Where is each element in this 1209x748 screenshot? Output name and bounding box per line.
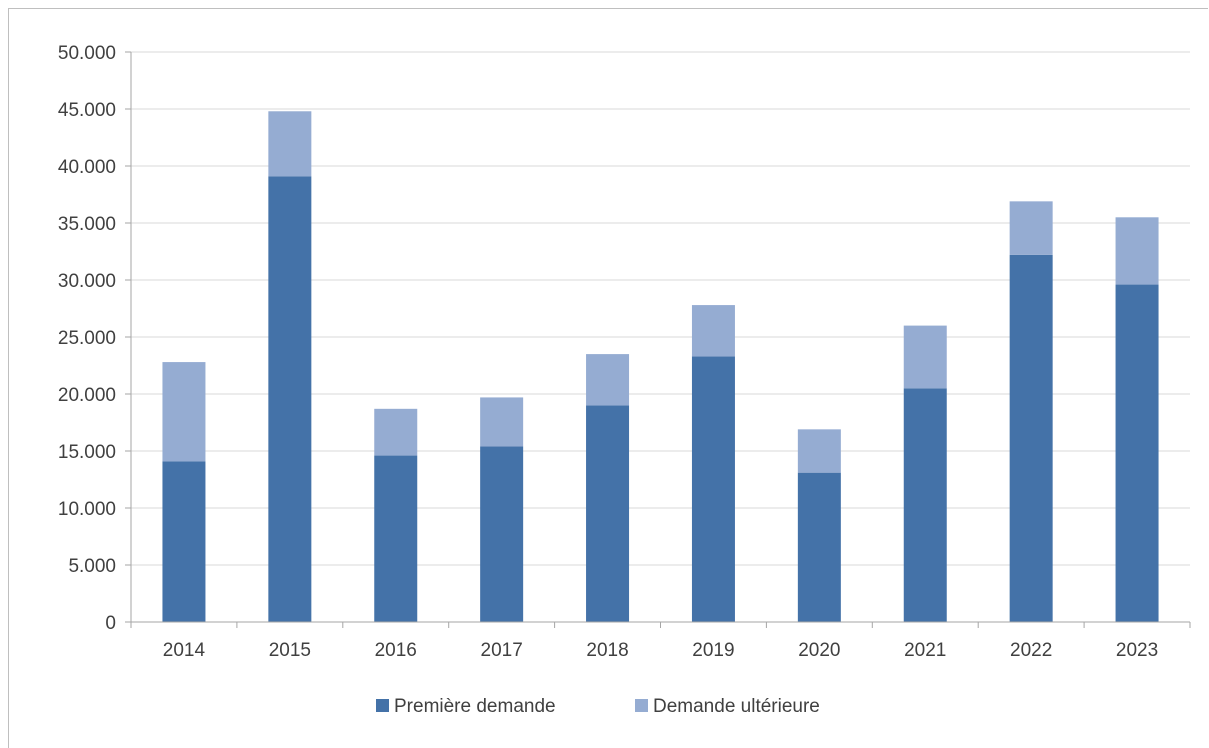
bar-demande-ulterieure-2015 [268,111,312,177]
bar-demande-ulterieure-2019 [691,305,735,357]
y-tick-label: 25.000 [58,328,116,349]
x-tick-label: 2014 [163,640,206,661]
legend-swatch-premiere-demande [376,699,389,712]
y-tick-label: 5.000 [68,556,116,577]
x-tick-label: 2015 [269,640,311,661]
bar-premiere-demande-2019 [691,356,735,622]
bar-premiere-demande-2021 [903,388,947,622]
bar-demande-ulterieure-2021 [903,325,947,389]
y-tick-label: 35.000 [58,214,116,235]
legend-label-demande-ulterieure: Demande ultérieure [653,696,820,717]
bar-demande-ulterieure-2017 [480,397,524,447]
x-tick-label: 2017 [481,640,523,661]
bar-demande-ulterieure-2023 [1115,217,1159,285]
bar-premiere-demande-2023 [1115,284,1159,622]
y-tick-label: 50.000 [58,43,116,64]
bar-demande-ulterieure-2022 [1009,201,1053,255]
y-tick-label: 0 [105,613,116,634]
bar-demande-ulterieure-2014 [162,362,206,462]
y-axis-ticks: 0 5.000 10.000 15.000 20.000 25.000 30.000 35.0… [58,43,131,634]
legend-swatch-demande-ulterieure [635,699,648,712]
x-axis-ticks: 2014 2015 2016 2017 2018 2019 2020 2021 2022 2023 [130,622,1191,661]
chart-frame [8,8,1208,748]
y-tick-label: 10.000 [58,499,116,520]
bar-premiere-demande-2017 [480,446,524,622]
x-tick-label: 2022 [1010,640,1052,661]
y-tick-label: 20.000 [58,385,116,406]
y-tick-label: 40.000 [58,157,116,178]
bar-premiere-demande-2022 [1009,254,1053,623]
bar-premiere-demande-2018 [586,405,630,622]
bar-premiere-demande-2014 [162,461,206,622]
bar-demande-ulterieure-2016 [374,408,418,456]
x-tick-label: 2021 [904,640,946,661]
bar-demande-ulterieure-2018 [586,354,630,406]
x-tick-label: 2020 [798,640,840,661]
legend-label-premiere-demande: Première demande [394,696,556,717]
x-tick-label: 2023 [1116,640,1158,661]
x-tick-label: 2019 [692,640,734,661]
x-tick-label: 2018 [586,640,628,661]
y-tick-label: 45.000 [58,100,116,121]
x-tick-label: 2016 [375,640,417,661]
bar-demande-ulterieure-2020 [797,429,841,473]
bar-premiere-demande-2015 [268,176,312,622]
y-tick-label: 30.000 [58,271,116,292]
legend: Première demande Demande ultérieure [376,696,820,717]
bar-premiere-demande-2016 [374,455,418,622]
y-tick-label: 15.000 [58,442,116,463]
bars [162,111,1159,623]
bar-premiere-demande-2020 [797,472,841,622]
